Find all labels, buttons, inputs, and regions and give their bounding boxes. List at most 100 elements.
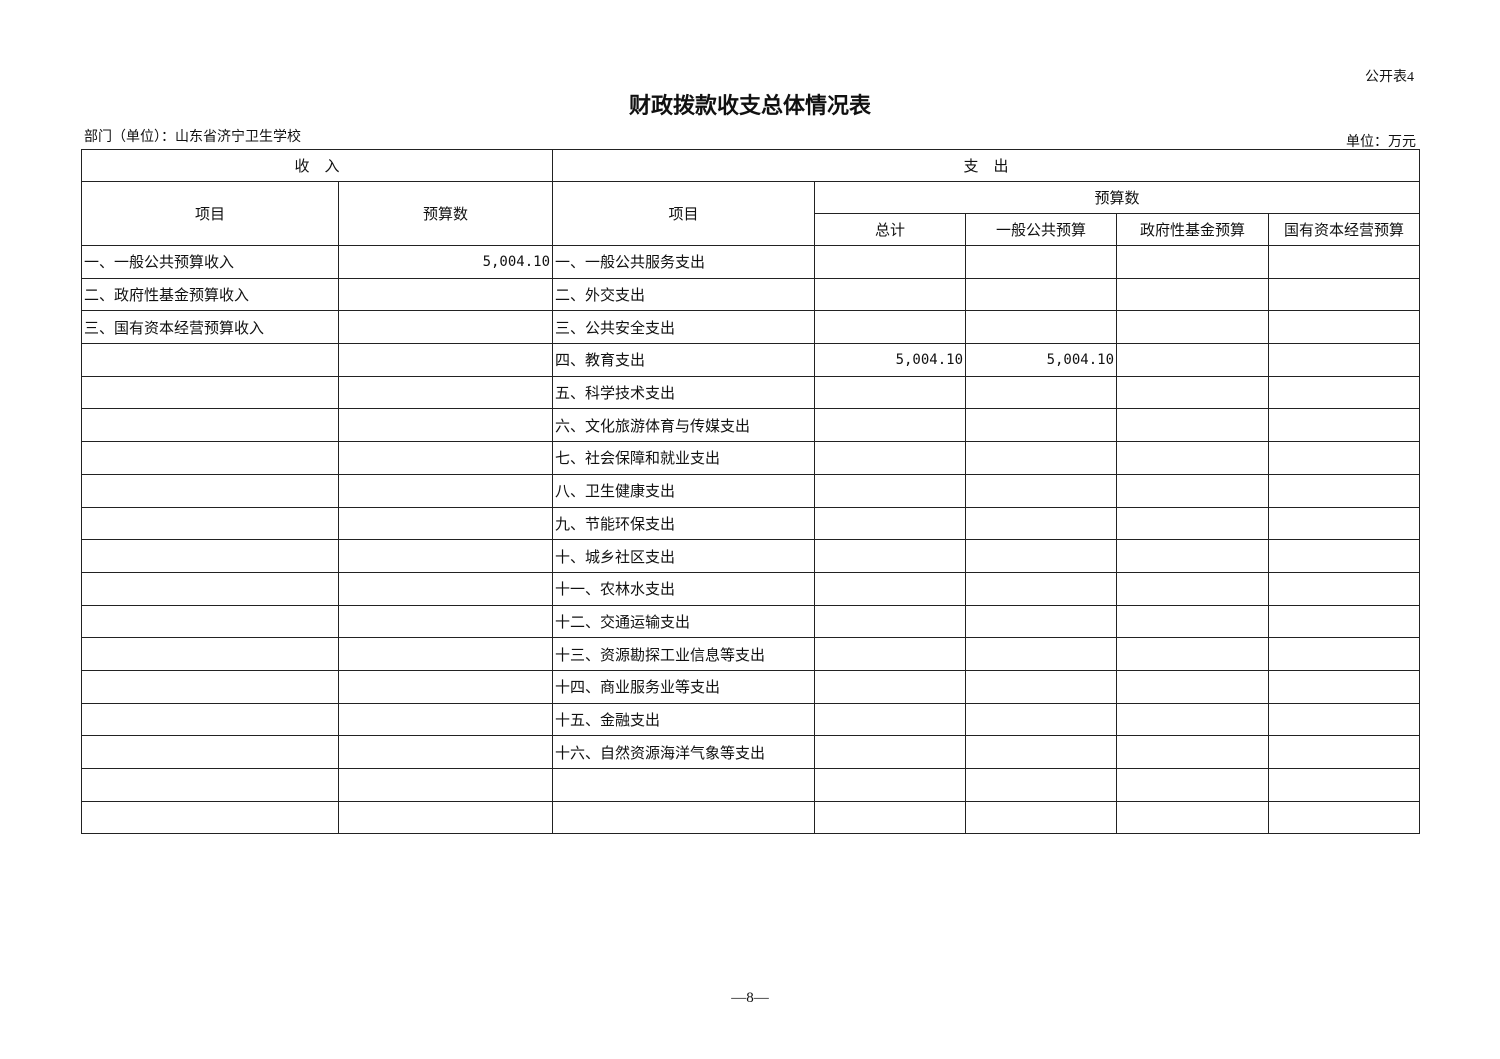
total-header: 总计 xyxy=(814,213,967,246)
department-label: 部门（单位）：山东省济宁卫生学校 xyxy=(84,130,301,145)
cell-fund xyxy=(1116,669,1270,704)
cell-general xyxy=(965,702,1118,737)
cell-expense-item: 六、文化旅游体育与传媒支出 xyxy=(552,408,816,443)
cell-income-item xyxy=(81,571,339,606)
cell-general: 5,004.10 xyxy=(965,343,1118,377)
cell-state-capital xyxy=(1268,408,1421,443)
cell-fund xyxy=(1116,571,1270,606)
table-row: 十三、资源勘探工业信息等支出 xyxy=(81,637,1421,671)
income-header: 收 入 xyxy=(80,149,554,182)
cell-expense-item: 十二、交通运输支出 xyxy=(552,604,816,639)
cell-general xyxy=(965,768,1118,802)
cell-fund xyxy=(1116,800,1270,835)
cell-expense-item: 五、科学技术支出 xyxy=(552,375,816,410)
cell-expense-item: 十一、农林水支出 xyxy=(552,571,816,606)
cell-income-amount xyxy=(337,604,554,639)
income-budget-header: 预算数 xyxy=(337,181,554,246)
cell-expense-item: 十六、自然资源海洋气象等支出 xyxy=(552,735,816,769)
cell-state-capital xyxy=(1268,310,1421,345)
table-row: 八、卫生健康支出 xyxy=(81,473,1421,508)
cell-total: 5,004.10 xyxy=(814,343,967,377)
cell-expense-item: 九、节能环保支出 xyxy=(552,506,816,541)
cell-fund xyxy=(1116,768,1270,802)
expense-item-header: 项目 xyxy=(552,181,816,246)
cell-general xyxy=(965,637,1118,671)
cell-state-capital xyxy=(1268,702,1421,737)
cell-general xyxy=(965,571,1118,606)
cell-total xyxy=(814,669,967,704)
cell-expense-item xyxy=(552,800,816,835)
cell-state-capital xyxy=(1268,539,1421,573)
cell-income-amount xyxy=(337,637,554,671)
cell-income-item xyxy=(81,506,339,541)
cell-general xyxy=(965,539,1118,573)
cell-income-item: 二、政府性基金预算收入 xyxy=(81,277,339,312)
table-row: 四、教育支出 5,004.10 5,004.10 xyxy=(81,343,1421,377)
cell-income-amount xyxy=(337,539,554,573)
table-row: 三、国有资本经营预算收入 三、公共安全支出 xyxy=(81,310,1421,345)
table-row xyxy=(81,768,1421,802)
cell-total xyxy=(814,506,967,541)
cell-income-item xyxy=(81,539,339,573)
cell-income-item xyxy=(81,408,339,443)
cell-income-item: 三、国有资本经营预算收入 xyxy=(81,310,339,345)
cell-income-amount xyxy=(337,277,554,312)
cell-state-capital xyxy=(1268,473,1421,508)
table-row: 十、城乡社区支出 xyxy=(81,539,1421,573)
cell-total xyxy=(814,408,967,443)
cell-fund xyxy=(1116,735,1270,769)
cell-state-capital xyxy=(1268,441,1421,475)
cell-state-capital xyxy=(1268,800,1421,835)
cell-income-item xyxy=(81,441,339,475)
cell-income-item xyxy=(81,637,339,671)
form-number: 公开表4 xyxy=(1365,70,1414,85)
cell-state-capital xyxy=(1268,637,1421,671)
table-row xyxy=(81,800,1421,835)
cell-expense-item xyxy=(552,768,816,802)
budget-table: 收 入 支 出 项目 预算数 项目 预算数 总计 一般公共预算 政府性基金预算 … xyxy=(80,149,1421,835)
cell-expense-item: 十、城乡社区支出 xyxy=(552,539,816,573)
cell-total xyxy=(814,800,967,835)
cell-expense-item: 七、社会保障和就业支出 xyxy=(552,441,816,475)
cell-state-capital xyxy=(1268,735,1421,769)
table-row: 十四、商业服务业等支出 xyxy=(81,669,1421,704)
cell-expense-item: 十三、资源勘探工业信息等支出 xyxy=(552,637,816,671)
general-budget-header: 一般公共预算 xyxy=(965,213,1118,246)
table-row: 九、节能环保支出 xyxy=(81,506,1421,541)
cell-fund xyxy=(1116,343,1270,377)
cell-state-capital xyxy=(1268,571,1421,606)
cell-income-amount xyxy=(337,441,554,475)
cell-general xyxy=(965,473,1118,508)
cell-income-amount: 5,004.10 xyxy=(337,245,554,279)
cell-state-capital xyxy=(1268,768,1421,802)
cell-income-amount xyxy=(337,310,554,345)
table-row: 七、社会保障和就业支出 xyxy=(81,441,1421,475)
cell-total xyxy=(814,735,967,769)
cell-income-item xyxy=(81,702,339,737)
state-capital-header: 国有资本经营预算 xyxy=(1268,213,1421,246)
table-row: 十二、交通运输支出 xyxy=(81,604,1421,639)
cell-income-amount xyxy=(337,473,554,508)
cell-general xyxy=(965,375,1118,410)
cell-total xyxy=(814,245,967,279)
page-number: —8— xyxy=(731,990,769,1006)
cell-income-item xyxy=(81,604,339,639)
cell-total xyxy=(814,441,967,475)
table-row: 五、科学技术支出 xyxy=(81,375,1421,410)
cell-state-capital xyxy=(1268,506,1421,541)
cell-income-amount xyxy=(337,768,554,802)
cell-state-capital xyxy=(1268,375,1421,410)
income-item-header: 项目 xyxy=(81,181,339,246)
expense-header: 支 出 xyxy=(552,149,1421,182)
cell-income-item xyxy=(81,800,339,835)
cell-total xyxy=(814,310,967,345)
cell-general xyxy=(965,506,1118,541)
cell-state-capital xyxy=(1268,245,1421,279)
cell-fund xyxy=(1116,277,1270,312)
cell-state-capital xyxy=(1268,343,1421,377)
cell-total xyxy=(814,637,967,671)
cell-expense-item: 二、外交支出 xyxy=(552,277,816,312)
cell-income-item xyxy=(81,735,339,769)
cell-general xyxy=(965,669,1118,704)
cell-fund xyxy=(1116,637,1270,671)
